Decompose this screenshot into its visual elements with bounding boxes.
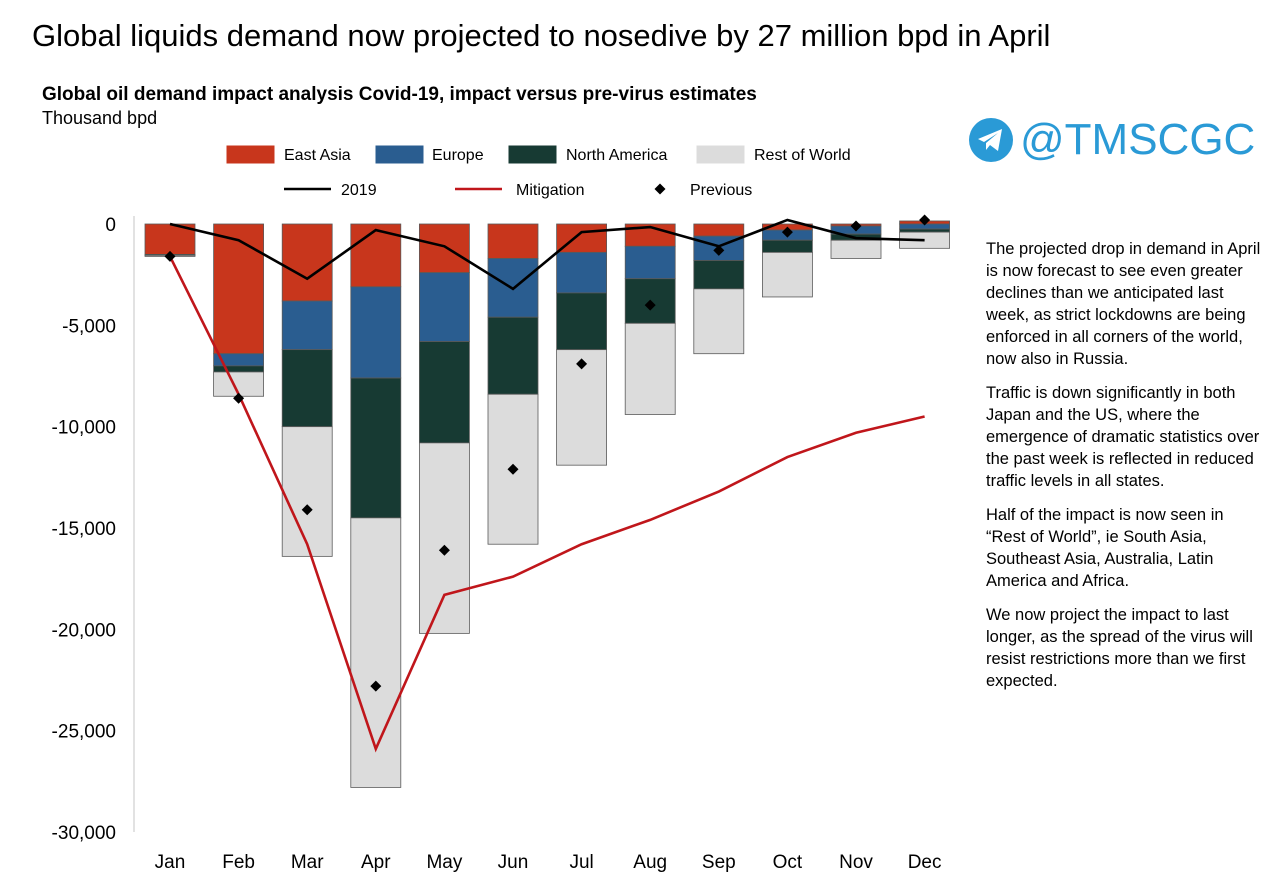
bar-segment [487, 223, 539, 259]
bar-segment [418, 442, 470, 634]
previous-marker [233, 392, 245, 404]
bar-segment [624, 245, 676, 280]
x-tick-label: Sep [702, 852, 736, 873]
bar-segment [213, 223, 265, 355]
previous-marker [370, 680, 382, 692]
legend-swatch [508, 145, 557, 164]
legend-label: 2019 [341, 182, 377, 199]
previous-marker [576, 358, 588, 370]
bar-segment [281, 223, 333, 302]
x-tick-label: Nov [839, 852, 873, 873]
commentary-paragraph: Half of the impact is now seen in “Rest … [986, 506, 1224, 590]
series-line [168, 255, 925, 753]
x-tick-label: Jan [155, 852, 186, 873]
bar-segment [693, 288, 745, 355]
bar-segment [418, 341, 470, 444]
x-tick-label: Jun [498, 852, 529, 873]
bar-segment [350, 377, 402, 519]
bar-segment [281, 349, 333, 428]
previous-marker [713, 244, 725, 256]
y-tick-label: -10,000 [52, 418, 116, 439]
bar-segment [213, 365, 265, 373]
bar-segment [350, 286, 402, 379]
demand-impact-chart: 0 -5,000 -10,000 -15,000 -20,000 -25,000 -30,0… [52, 145, 950, 873]
bar-segment [693, 223, 745, 237]
bar-segment [487, 316, 539, 395]
watermark: @TMSCGC [968, 112, 1255, 168]
x-tick-label: Jul [569, 852, 593, 873]
previous-marker [850, 220, 862, 232]
x-tick-label: Aug [633, 852, 667, 873]
legend-swatch [226, 145, 275, 164]
y-tick-label: -25,000 [52, 722, 116, 743]
bar-segment [693, 260, 745, 290]
y-tick-label: -5,000 [62, 316, 116, 337]
previous-marker [919, 214, 931, 226]
watermark-text: @TMSCGC [1020, 115, 1256, 164]
x-tick-label: Apr [361, 852, 391, 873]
y-tick-label: 0 [105, 215, 116, 236]
bar-segment [762, 239, 813, 253]
y-tick-label: -15,000 [52, 519, 116, 540]
bar-segment [556, 251, 607, 294]
units-label: Thousand bpd [42, 108, 158, 128]
headline: Global liquids demand now projected to n… [32, 18, 1051, 53]
commentary: The projected drop in demand in April is… [986, 238, 1266, 704]
legend-marker [654, 183, 666, 195]
y-tick-label: -30,000 [52, 823, 116, 844]
bar-segment [830, 239, 882, 259]
chart-title: Global oil demand impact analysis Covid-… [42, 84, 757, 105]
bar-segment [556, 292, 607, 351]
y-tick-label: -20,000 [52, 620, 116, 641]
x-tick-label: May [426, 852, 462, 873]
bar-segment [281, 300, 333, 351]
commentary-paragraph: The projected drop in demand in April is… [986, 240, 1261, 368]
bar-segment [762, 251, 813, 298]
legend-label: North America [566, 147, 667, 164]
previous-marker [438, 544, 450, 556]
bar-segment [556, 223, 607, 253]
x-tick-label: Feb [222, 852, 255, 873]
x-tick-label: Mar [291, 852, 324, 873]
x-tick-label: Dec [908, 852, 942, 873]
bar-segment [418, 272, 470, 342]
legend-label: Previous [690, 182, 752, 199]
previous-marker [644, 299, 656, 311]
bar-segment [281, 426, 333, 557]
bar-segment [418, 223, 470, 274]
legend-label: East Asia [284, 147, 351, 164]
previous-marker [781, 226, 793, 238]
commentary-paragraph: We now project the impact to last longer… [986, 606, 1253, 690]
legend-swatch [696, 145, 745, 164]
bar-segment [624, 322, 676, 415]
series-line [169, 218, 925, 291]
legend-swatch [375, 145, 424, 164]
commentary-paragraph: Traffic is down significantly in both Ja… [986, 384, 1260, 490]
legend-label: Mitigation [516, 182, 584, 199]
previous-marker [507, 463, 519, 475]
bar-segment [350, 517, 402, 788]
legend-label: Rest of World [754, 147, 851, 164]
bar-segment [624, 278, 676, 324]
previous-marker [301, 504, 313, 516]
bar-segment [899, 228, 950, 233]
previous-marker [164, 250, 176, 262]
legend-label: Europe [432, 147, 484, 164]
x-tick-label: Oct [773, 852, 803, 873]
telegram-icon [969, 118, 1013, 162]
